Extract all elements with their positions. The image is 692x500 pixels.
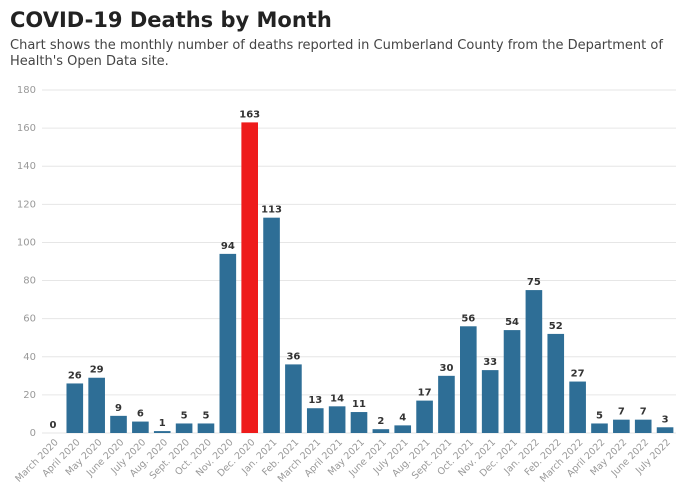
- bar: [110, 415, 127, 433]
- y-tick-label: 20: [23, 390, 36, 401]
- value-label: 5: [181, 410, 188, 421]
- bar: [503, 330, 521, 433]
- value-label: 36: [286, 351, 300, 362]
- value-label: 4: [399, 412, 406, 423]
- bar: [438, 375, 455, 433]
- value-label: 5: [596, 410, 603, 421]
- y-tick-label: 100: [17, 237, 36, 248]
- bar: [613, 419, 630, 433]
- bar: [634, 419, 652, 433]
- bar: [591, 423, 608, 433]
- bar: [88, 377, 105, 433]
- bar: [372, 429, 390, 433]
- value-label: 9: [115, 403, 122, 414]
- bar: [241, 122, 258, 434]
- y-tick-label: 180: [17, 85, 36, 96]
- bar: [569, 381, 586, 433]
- y-tick-label: 160: [17, 123, 36, 134]
- bar: [416, 400, 433, 433]
- bar: [197, 423, 215, 433]
- value-label: 26: [68, 370, 82, 381]
- bar: [350, 412, 368, 433]
- value-label: 56: [461, 313, 475, 324]
- value-label: 1: [159, 418, 166, 429]
- bar: [285, 364, 302, 433]
- bar: [525, 290, 543, 433]
- chart-subtitle: Chart shows the monthly number of deaths…: [10, 38, 663, 69]
- value-label: 13: [308, 395, 322, 406]
- bar: [132, 421, 149, 433]
- y-tick-label: 0: [30, 428, 36, 439]
- bar: [306, 408, 324, 433]
- y-tick-label: 120: [17, 199, 36, 210]
- value-label: 33: [483, 357, 497, 368]
- value-label: 163: [239, 109, 260, 120]
- value-label: 29: [90, 365, 104, 376]
- y-tick-label: 80: [23, 276, 36, 287]
- value-label: 75: [527, 277, 541, 288]
- value-label: 6: [137, 409, 144, 420]
- bar: [263, 217, 280, 433]
- value-label: 14: [330, 393, 344, 404]
- value-label: 17: [418, 388, 432, 399]
- value-label: 2: [377, 416, 384, 427]
- bar: [175, 423, 193, 433]
- y-tick-label: 60: [23, 314, 36, 325]
- value-label: 11: [352, 399, 366, 410]
- chart-title: COVID-19 Deaths by Month: [10, 8, 332, 32]
- value-label: 0: [49, 420, 56, 431]
- value-label: 54: [505, 317, 519, 328]
- bar: [219, 253, 237, 433]
- value-label: 94: [221, 241, 235, 252]
- y-tick-label: 40: [23, 352, 36, 363]
- bar: [656, 427, 674, 433]
- value-label: 5: [202, 410, 209, 421]
- bar: [547, 333, 565, 433]
- value-label: 7: [640, 407, 647, 418]
- bar: [394, 425, 412, 433]
- bar: [481, 370, 499, 433]
- value-label: 52: [549, 321, 563, 332]
- value-label: 27: [571, 369, 585, 380]
- bar: [328, 406, 346, 433]
- value-label: 113: [261, 205, 282, 216]
- bar: [153, 431, 171, 433]
- y-tick-label: 140: [17, 161, 36, 172]
- value-label: 3: [662, 414, 669, 425]
- bar: [66, 383, 84, 433]
- bar: [460, 326, 477, 433]
- value-label: 7: [618, 407, 625, 418]
- value-label: 30: [439, 363, 453, 374]
